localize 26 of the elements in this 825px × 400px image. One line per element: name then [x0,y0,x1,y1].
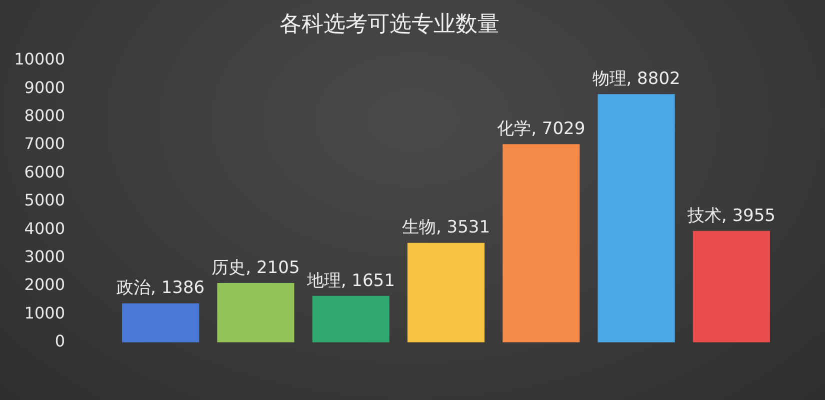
data-label: 政治, 1386 [116,278,205,298]
bar [407,242,485,342]
chart-title: 各科选考可选专业数量 [280,12,500,37]
y-tick-label: 0 [54,332,65,351]
data-label: 地理, 1651 [306,270,395,291]
y-tick-label: 10000 [14,50,65,69]
y-tick-label: 5000 [24,190,65,210]
y-tick-label: 3000 [24,246,65,266]
y-tick-label: 1000 [24,303,65,322]
data-label: 化学, 7029 [497,119,586,140]
y-tick-label: 7000 [24,134,65,154]
data-label: 物理, 8802 [592,69,680,90]
data-label: 历史, 2105 [212,258,300,278]
bar [502,144,580,342]
y-tick-label: 2000 [24,275,65,294]
y-tick-label: 8000 [24,106,65,125]
data-label: 技术, 3955 [686,206,776,226]
bar [122,303,200,342]
bar [692,230,770,342]
y-tick-label: 4000 [24,218,65,238]
bar [598,94,675,342]
data-label: 生物, 3531 [402,218,490,238]
y-tick-label: 6000 [24,162,65,182]
bar [217,283,294,342]
bar [312,296,390,342]
y-tick-label: 9000 [24,78,65,97]
